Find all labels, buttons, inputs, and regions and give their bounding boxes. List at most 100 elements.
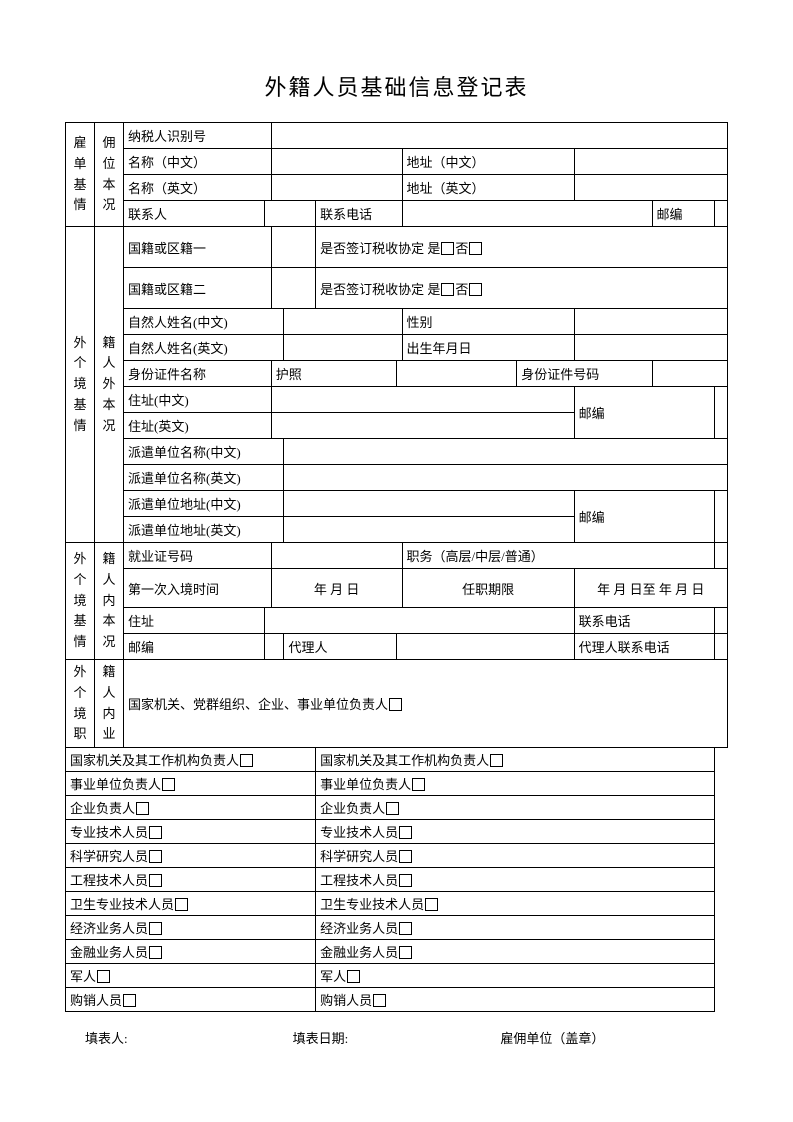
natural-name-en-value (284, 335, 402, 361)
address-en-label: 地址（英文） (402, 175, 574, 201)
occupation-right-2: 企业负责人 (316, 796, 715, 820)
sex-value (574, 309, 727, 335)
name-en-value (271, 175, 402, 201)
occupation-left-1: 事业单位负责人 (66, 772, 316, 796)
main-table: 雇单基情 佣位本况 纳税人识别号 名称（中文） 地址（中文） 名称（英文） 地址… (65, 122, 728, 1012)
address-cn-value (574, 149, 727, 175)
occupation-left-8: 金融业务人员 (66, 940, 316, 964)
name-en-label: 名称（英文） (124, 175, 272, 201)
occupation-left-0: 国家机关及其工作机构负责人 (66, 748, 316, 772)
section4-vlabel-a: 外个境职 (66, 660, 95, 748)
occupation-left-9: 军人 (66, 964, 316, 988)
postcode3-label: 邮编 (574, 491, 715, 543)
name-cn-value (271, 149, 402, 175)
addr-cn-value (271, 387, 574, 413)
nationality2-value (271, 268, 315, 309)
position-value (715, 543, 728, 569)
employ-cert-value (271, 543, 402, 569)
footer-employer: 雇佣单位（盖章） (500, 1028, 708, 1047)
postcode3-value (715, 491, 728, 543)
addr3-label: 住址 (124, 608, 265, 634)
occupation-right-9: 军人 (316, 964, 715, 988)
employ-cert-label: 就业证号码 (124, 543, 272, 569)
first-entry-value: 年 月 日 (271, 569, 402, 608)
occupation-left-2: 企业负责人 (66, 796, 316, 820)
occupation-right-8: 金融业务人员 (316, 940, 715, 964)
addr-en-value (271, 413, 574, 439)
dispatch-name-cn-label: 派遣单位名称(中文) (124, 439, 284, 465)
passport-value (396, 361, 517, 387)
dispatch-addr-en-label: 派遣单位地址(英文) (124, 517, 284, 543)
taxpayer-id-label: 纳税人识别号 (124, 123, 272, 149)
id-doc-name-label: 身份证件名称 (124, 361, 272, 387)
occupation-left-3: 专业技术人员 (66, 820, 316, 844)
name-cn-label: 名称（中文） (124, 149, 272, 175)
first-entry-label: 第一次入境时间 (124, 569, 272, 608)
occupation-left-5: 工程技术人员 (66, 868, 316, 892)
nationality2-label: 国籍或区籍二 (124, 268, 272, 309)
id-doc-no-label: 身份证件号码 (517, 361, 652, 387)
dispatch-addr-cn-label: 派遣单位地址(中文) (124, 491, 284, 517)
phone3-label: 联系电话 (574, 608, 715, 634)
taxpayer-id-value (271, 123, 727, 149)
agent-value (396, 634, 574, 660)
occupation-right-1: 事业单位负责人 (316, 772, 715, 796)
occupation-right-4: 科学研究人员 (316, 844, 715, 868)
occupation-right-3: 专业技术人员 (316, 820, 715, 844)
term-value: 年 月 日至 年 月 日 (574, 569, 727, 608)
dispatch-name-en-label: 派遣单位名称(英文) (124, 465, 284, 491)
section2-vlabel-b: 籍人外本况 (95, 227, 124, 543)
phone-value (402, 201, 652, 227)
position-label: 职务（高层/中层/普通） (402, 543, 715, 569)
phone3-value (715, 608, 728, 634)
natural-name-en-label: 自然人姓名(英文) (124, 335, 284, 361)
agent-label: 代理人 (284, 634, 396, 660)
dispatch-addr-cn-value (284, 491, 574, 517)
dispatch-name-en-value (284, 465, 728, 491)
footer-date: 填表日期: (293, 1028, 501, 1047)
occupation-left-7: 经济业务人员 (66, 916, 316, 940)
address-cn-label: 地址（中文） (402, 149, 574, 175)
section4-vlabel-b: 籍人内业 (95, 660, 124, 748)
contact-value (265, 201, 316, 227)
occupation-right-7: 经济业务人员 (316, 916, 715, 940)
agent-phone-value (715, 634, 728, 660)
contact-label: 联系人 (124, 201, 265, 227)
address-en-value (574, 175, 727, 201)
natural-name-cn-value (284, 309, 402, 335)
term-label: 任职期限 (402, 569, 574, 608)
section3-vlabel-b: 籍人内本况 (95, 543, 124, 660)
section1-vlabel-b: 佣位本况 (95, 123, 124, 227)
section3-vlabel-a: 外个境基情 (66, 543, 95, 660)
occupation-right-0: 国家机关及其工作机构负责人 (316, 748, 715, 772)
dispatch-addr-en-value (284, 517, 574, 543)
tax-agreement1: 是否签订税收协定 是否 (316, 227, 728, 268)
addr-cn-label: 住址(中文) (124, 387, 272, 413)
addr3-value (265, 608, 574, 634)
occupation-right-5: 工程技术人员 (316, 868, 715, 892)
postcode2-value (715, 387, 728, 439)
occupation-row-0: 国家机关、党群组织、企业、事业单位负责人 (124, 660, 728, 748)
occupation-right-10: 购销人员 (316, 988, 715, 1012)
section2-vlabel-a: 外个境基情 (66, 227, 95, 543)
passport-label: 护照 (271, 361, 396, 387)
addr-en-label: 住址(英文) (124, 413, 272, 439)
occupation-right-6: 卫生专业技术人员 (316, 892, 715, 916)
natural-name-cn-label: 自然人姓名(中文) (124, 309, 284, 335)
nationality1-value (271, 227, 315, 268)
dispatch-name-cn-value (284, 439, 728, 465)
postcode4-label: 邮编 (124, 634, 265, 660)
occupation-left-6: 卫生专业技术人员 (66, 892, 316, 916)
postcode2-label: 邮编 (574, 387, 715, 439)
page-title: 外籍人员基础信息登记表 (65, 70, 728, 102)
id-doc-no-value (652, 361, 727, 387)
dob-label: 出生年月日 (402, 335, 574, 361)
postcode4-value (265, 634, 284, 660)
postcode-label: 邮编 (652, 201, 715, 227)
agent-phone-label: 代理人联系电话 (574, 634, 715, 660)
footer: 填表人: 填表日期: 雇佣单位（盖章） (65, 1028, 728, 1047)
dob-value (574, 335, 727, 361)
sex-label: 性别 (402, 309, 574, 335)
occupation-left-4: 科学研究人员 (66, 844, 316, 868)
tax-agreement2: 是否签订税收协定 是否 (316, 268, 728, 309)
